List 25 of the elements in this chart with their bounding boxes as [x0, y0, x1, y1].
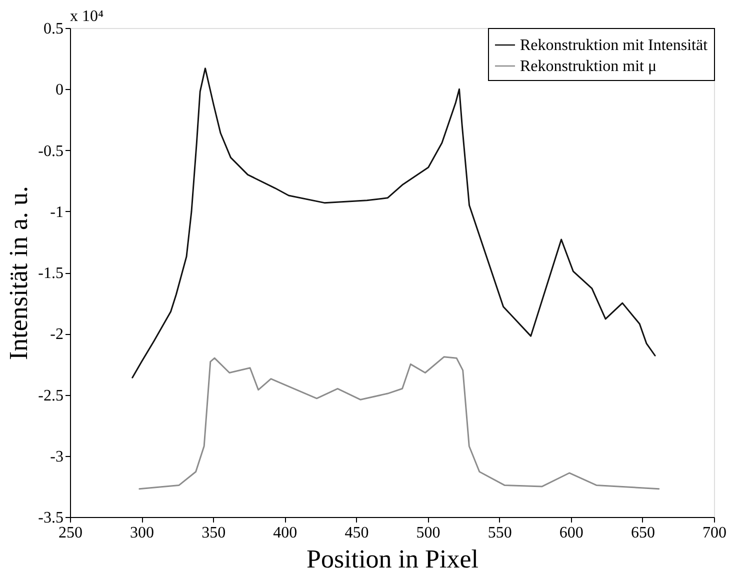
- x-tick-label: 600: [559, 524, 584, 542]
- x-tick-label: 350: [202, 524, 226, 542]
- x-tick-label: 300: [130, 524, 154, 542]
- y-tick-label: 0: [56, 82, 64, 99]
- x-tick-label: 700: [702, 524, 726, 542]
- y-tick-label: -3: [50, 448, 64, 466]
- y-tick-label: -2: [50, 326, 64, 344]
- y-tick-label: -2.5: [38, 387, 64, 404]
- y-tick-label: -1.5: [38, 265, 64, 282]
- y-axis-title: Intensität in a. u.: [4, 186, 34, 360]
- x-tick-label: 250: [58, 524, 82, 542]
- text: x 10⁴: [70, 8, 104, 25]
- x-tick-label: 500: [416, 524, 440, 542]
- y-tick-label: -3.5: [38, 510, 64, 526]
- y-tick-label: -1: [50, 204, 64, 221]
- line-series: [138, 356, 660, 490]
- x-tick-label: 450: [344, 524, 369, 542]
- x-axis-title: Position in Pixel: [306, 544, 478, 574]
- legend-label: Rekonstruktion mit Intensität: [520, 37, 708, 54]
- x-tick-label: 400: [273, 524, 298, 542]
- x-tick-label: 650: [630, 524, 655, 542]
- y-tick-label: 0.5: [44, 20, 64, 38]
- y-tick-label: -0.5: [38, 142, 64, 160]
- x-tick-label: 550: [488, 524, 512, 542]
- legend-label: Rekonstruktion mit μ: [520, 58, 657, 75]
